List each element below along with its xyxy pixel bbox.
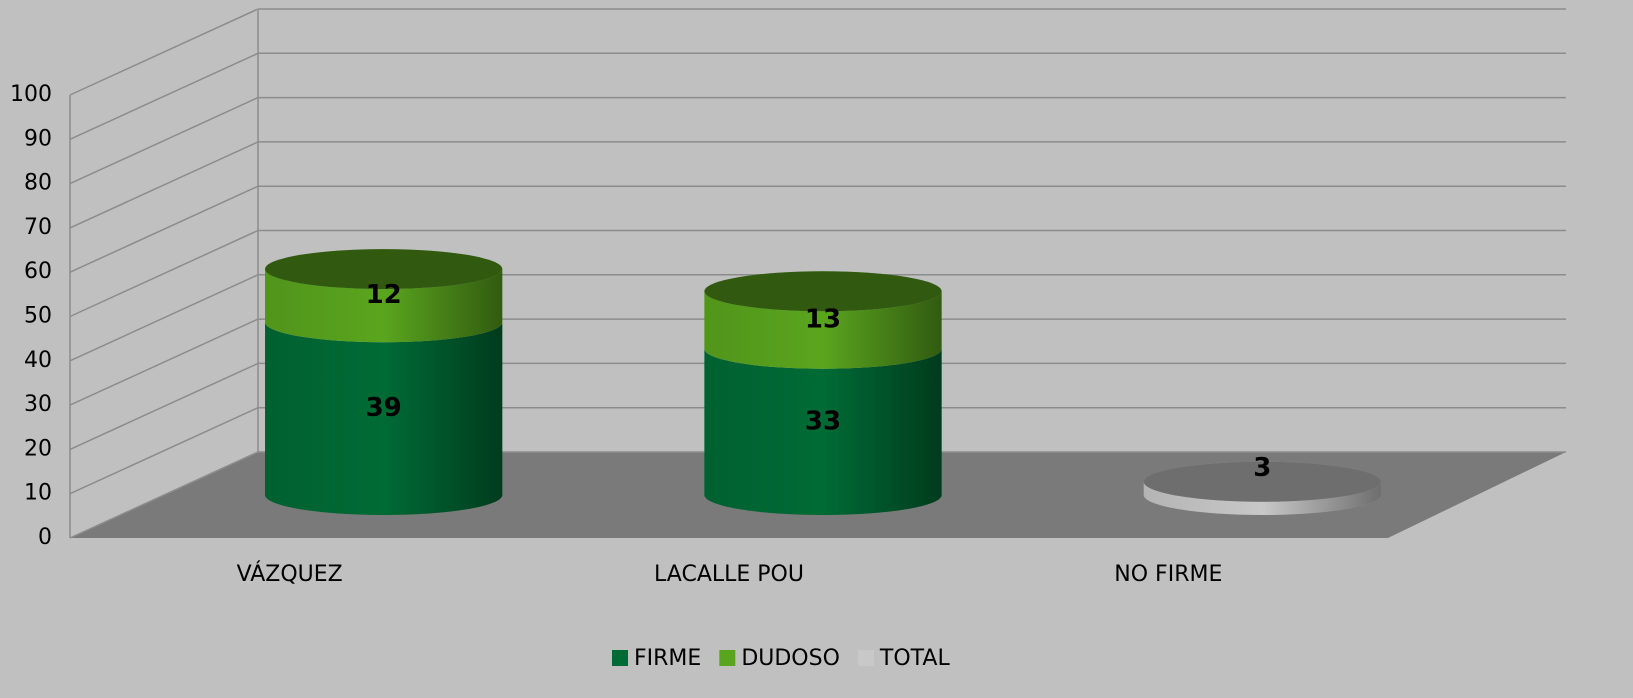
grid-line — [69, 229, 259, 318]
legend-label: DUDOSO — [741, 646, 840, 671]
x-tick-label: NO FIRME — [1114, 562, 1222, 587]
y-tick-label: 30 — [24, 392, 52, 417]
legend-label: FIRME — [634, 646, 701, 671]
x-tick-label: VÁZQUEZ — [237, 561, 343, 587]
y-tick-label: 40 — [24, 348, 52, 373]
y-tick-label: 0 — [38, 525, 52, 550]
grid-line — [69, 318, 259, 406]
cylinder-shade — [265, 269, 503, 343]
cylinder-shade — [265, 322, 503, 515]
grid-line — [69, 185, 259, 273]
data-label: 13 — [805, 305, 841, 335]
data-label: 33 — [805, 406, 841, 436]
y-tick-label: 50 — [24, 304, 52, 329]
legend-label: TOTAL — [879, 646, 951, 671]
y-tick-label: 80 — [24, 171, 52, 196]
y-tick-label: 70 — [24, 215, 52, 240]
grid-line — [69, 52, 259, 140]
y-tick-label: 90 — [24, 126, 52, 151]
legend-swatch — [719, 650, 736, 666]
data-label: 12 — [366, 280, 402, 310]
y-tick-label: 100 — [10, 82, 52, 107]
cylinder-top — [265, 249, 503, 290]
grid-line — [69, 274, 259, 362]
cylinder-shade — [1143, 481, 1381, 515]
cylinder-top-shade — [704, 271, 942, 312]
legend-swatch — [857, 650, 874, 666]
cylinder-top — [1143, 461, 1381, 502]
legend-swatch — [612, 650, 628, 666]
x-tick-label: LACALLE POU — [654, 562, 804, 587]
data-label: 3 — [1253, 453, 1271, 483]
grid-line — [69, 8, 259, 96]
y-tick-label: 20 — [24, 436, 52, 461]
plot: 0 10 20 30 40 50 60 70 80 90 100 VÁZQUEZ 39 12 LACALLE… — [10, 8, 1566, 671]
cylinder-shade — [704, 291, 942, 369]
grid-line — [69, 362, 259, 451]
y-tick-label: 60 — [24, 259, 52, 284]
grid-line — [69, 96, 259, 185]
cylinder-top — [704, 271, 942, 312]
grid-line — [69, 451, 259, 539]
grid-line — [69, 141, 259, 229]
cylinder-top-shade — [265, 249, 503, 290]
data-label: 39 — [366, 393, 402, 423]
y-tick-label: 10 — [24, 481, 52, 506]
cylinder-top-shade — [1143, 461, 1381, 502]
cylinder-shade — [704, 348, 942, 515]
grid-line — [69, 407, 259, 495]
